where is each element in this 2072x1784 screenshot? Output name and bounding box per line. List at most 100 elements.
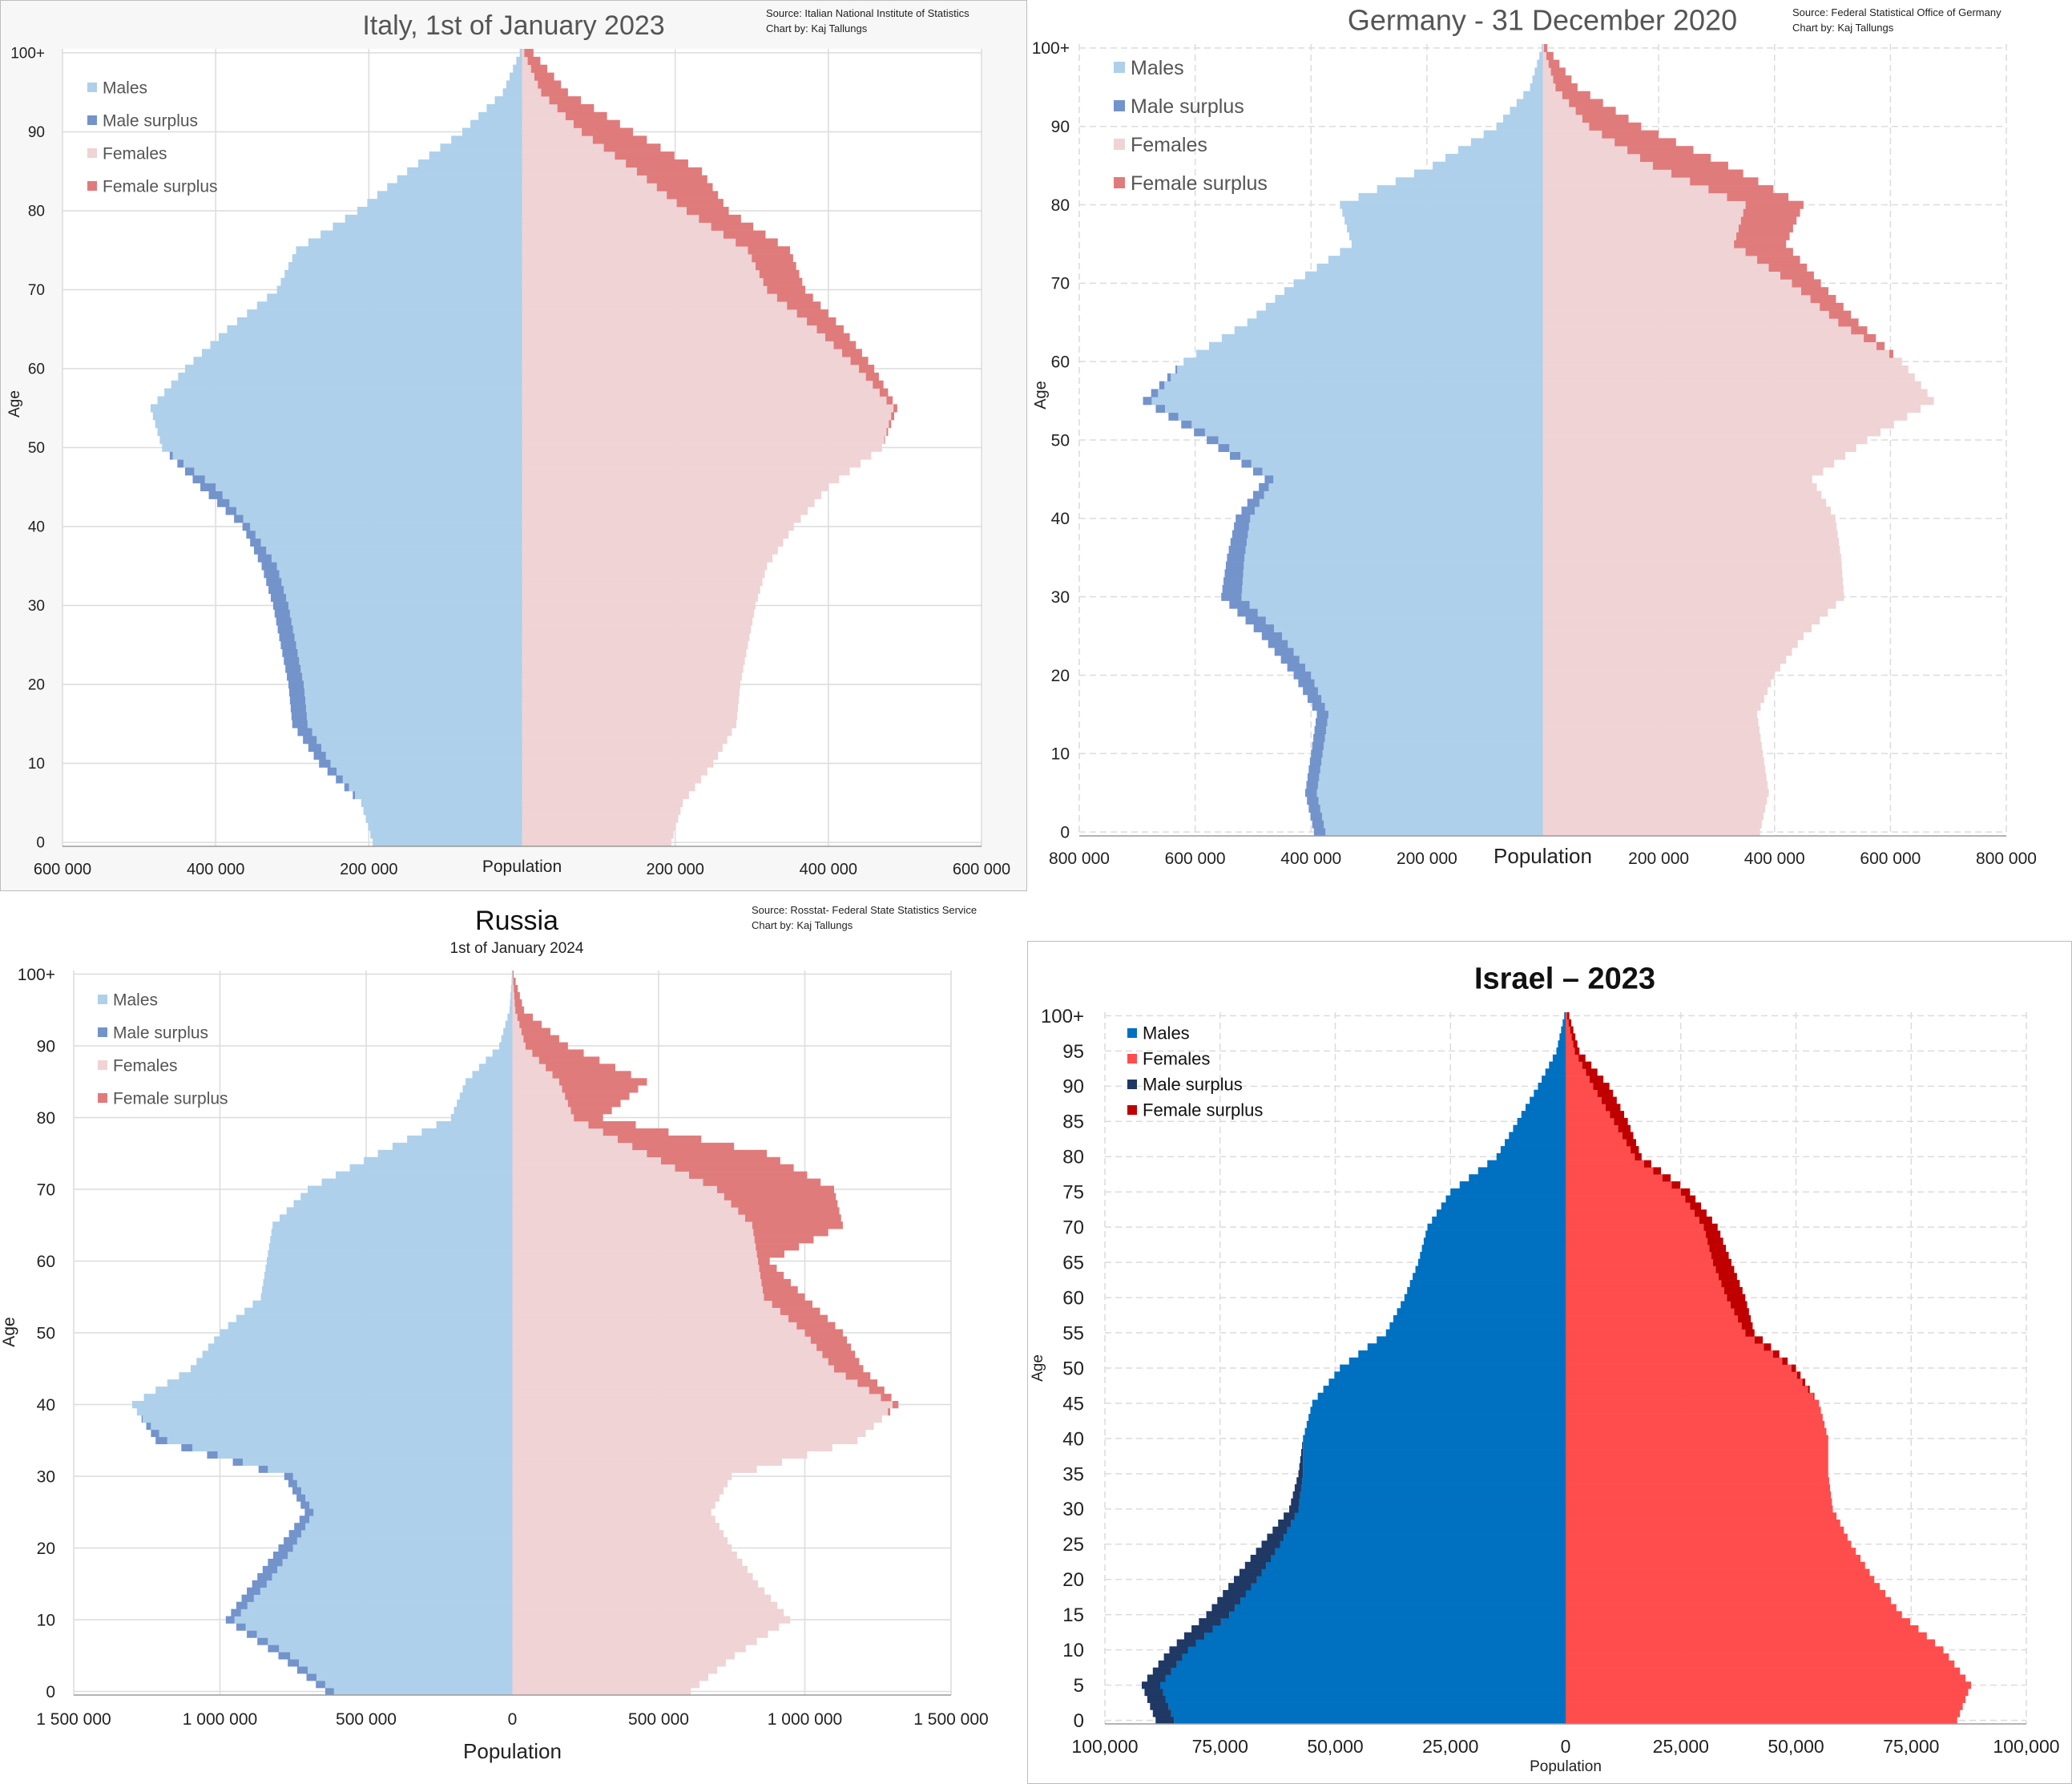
female-bar [1542, 514, 1836, 523]
female-surplus-bar [763, 277, 803, 286]
male-surplus-bar [231, 1608, 241, 1616]
male-surplus-bar [1228, 1583, 1252, 1591]
female-bar [522, 728, 732, 737]
female-bar [1566, 1646, 1944, 1654]
male-bar [1561, 1026, 1566, 1034]
female-surplus-bar [1738, 1315, 1752, 1323]
legend-label: Males [1143, 1023, 1190, 1043]
male-bar [325, 1681, 513, 1689]
female-bar [522, 56, 528, 66]
female-bar [1566, 1505, 1833, 1513]
female-bar [522, 570, 765, 579]
chart-title: Italy, 1st of January 2023 [362, 10, 664, 41]
x-axis-title: Population [482, 858, 562, 876]
female-bar [522, 261, 756, 271]
female-bar [512, 1594, 772, 1602]
male-surplus-bar [316, 1681, 325, 1689]
female-bar [1566, 1653, 1949, 1661]
female-surplus-bar [1727, 192, 1789, 201]
male-bar [1308, 1414, 1566, 1422]
female-bar [522, 103, 558, 113]
female-bar [1566, 1407, 1821, 1415]
female-surplus-bar [514, 984, 518, 993]
female-bar [1542, 522, 1837, 531]
legend-swatch [87, 115, 97, 125]
female-surplus-bar [1705, 1230, 1721, 1238]
legend-label: Female surplus [1143, 1100, 1263, 1120]
female-bar [512, 1100, 568, 1108]
female-surplus-bar [888, 1407, 891, 1416]
female-bar [512, 1071, 553, 1079]
female-bar [1542, 365, 1909, 374]
x-tick-label: 25,000 [1422, 1736, 1478, 1757]
male-bar [292, 1472, 513, 1480]
female-surplus-bar [1715, 1265, 1735, 1273]
male-bar [1235, 1604, 1566, 1612]
female-bar [1542, 341, 1877, 350]
female-bar [1542, 192, 1727, 201]
male-bar [280, 277, 522, 286]
male-surplus-bar [1232, 530, 1248, 539]
male-bar [284, 585, 522, 595]
female-surplus-bar [776, 293, 813, 302]
male-surplus-bar [284, 1537, 297, 1545]
female-bar [1542, 248, 1746, 256]
female-bar [1542, 671, 1775, 680]
female-surplus-bar [1635, 1152, 1642, 1160]
x-tick-label: 1 000 000 [768, 1710, 842, 1729]
legend-label: Females [103, 144, 167, 163]
male-bar [1539, 51, 1543, 60]
female-bar [1542, 624, 1812, 632]
female-surplus-bar [676, 199, 724, 208]
female-bar [1566, 1702, 1963, 1710]
female-bar [512, 1221, 752, 1229]
male-bar [1469, 1174, 1566, 1182]
female-surplus-bar [717, 1185, 834, 1193]
x-tick-label: 600 000 [1165, 850, 1226, 868]
male-bar [1282, 632, 1543, 640]
female-surplus-bar [1802, 1378, 1805, 1386]
male-surplus-bar [207, 1451, 218, 1459]
male-surplus-bar [280, 640, 296, 650]
female-surplus-bar [1582, 1061, 1592, 1069]
male-bar [272, 1572, 513, 1581]
x-tick-label: 500 000 [336, 1710, 397, 1729]
male-bar [1204, 428, 1543, 437]
male-surplus-bar [287, 672, 303, 681]
male-surplus-bar [306, 1673, 316, 1681]
female-bar [522, 246, 748, 255]
female-bar [1566, 1104, 1606, 1112]
female-surplus-bar [565, 111, 607, 120]
female-bar [1566, 1047, 1575, 1055]
female-surplus-bar [1820, 302, 1844, 311]
female-bar [522, 467, 850, 476]
male-bar [252, 1300, 513, 1308]
male-bar [172, 451, 522, 460]
male-bar [152, 412, 522, 421]
male-bar [305, 1494, 513, 1502]
male-bar [1273, 624, 1543, 632]
male-bar [191, 1365, 513, 1373]
male-bar [157, 396, 522, 405]
male-bar [1305, 271, 1543, 280]
female-bar [522, 111, 566, 120]
female-bar [512, 1128, 603, 1136]
male-bar [218, 333, 522, 341]
male-bar [1530, 1096, 1566, 1104]
male-bar [308, 238, 522, 247]
male-bar [304, 696, 522, 704]
male-bar [1299, 1498, 1566, 1506]
male-bar [454, 1107, 513, 1115]
female-bar [1542, 44, 1544, 53]
male-bar [1164, 381, 1543, 389]
male-surplus-bar [1155, 404, 1166, 414]
female-bar [1566, 1139, 1627, 1147]
male-bar [1312, 1399, 1566, 1407]
female-bar [1566, 1315, 1739, 1323]
male-bar [451, 135, 522, 144]
source-note: Source: Federal Statistical Office of Ge… [1792, 6, 2001, 18]
male-bar [281, 578, 522, 587]
male-surplus-bar [268, 1558, 283, 1567]
male-bar [1168, 1702, 1566, 1710]
male-bar [268, 1637, 513, 1645]
